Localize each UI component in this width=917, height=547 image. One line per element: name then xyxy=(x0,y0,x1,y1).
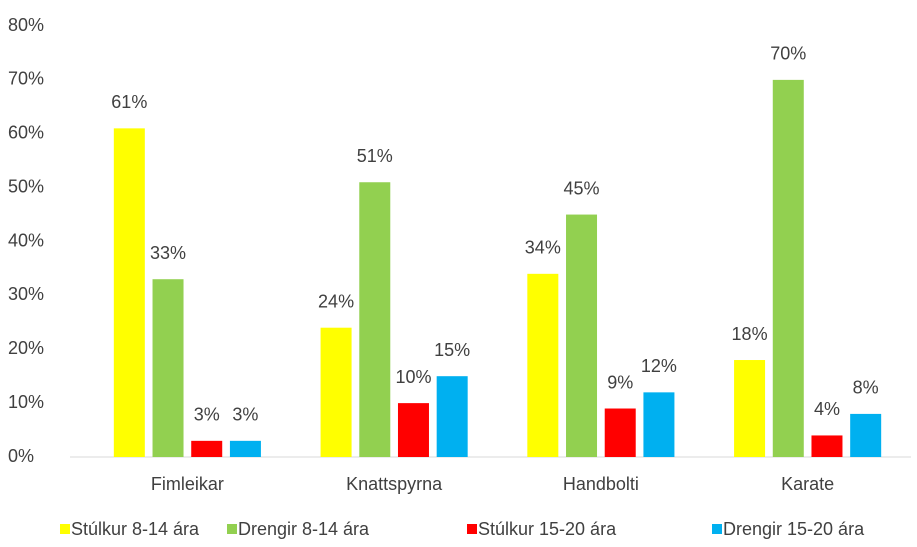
bar xyxy=(191,440,223,457)
data-label: 33% xyxy=(150,243,186,263)
data-label: 61% xyxy=(111,92,147,112)
bar xyxy=(850,413,882,457)
bar xyxy=(643,392,675,457)
bar xyxy=(604,408,636,457)
y-tick-label: 60% xyxy=(8,123,44,143)
data-label: 18% xyxy=(732,324,768,344)
x-tick-label: Knattspyrna xyxy=(346,474,443,494)
data-label: 34% xyxy=(525,238,561,258)
bar xyxy=(229,440,261,457)
bar xyxy=(566,214,598,457)
bar xyxy=(527,273,559,457)
legend-label: Drengir 8-14 ára xyxy=(238,519,370,539)
data-label: 15% xyxy=(434,340,470,360)
y-tick-label: 20% xyxy=(8,338,44,358)
data-label: 12% xyxy=(641,356,677,376)
data-label: 24% xyxy=(318,291,354,311)
x-tick-label: Karate xyxy=(781,474,834,494)
data-label: 10% xyxy=(395,367,431,387)
y-tick-label: 10% xyxy=(8,392,44,412)
data-label: 3% xyxy=(232,405,258,425)
bar xyxy=(811,435,843,457)
y-tick-label: 30% xyxy=(8,284,44,304)
legend-swatch xyxy=(227,524,237,534)
legend-swatch xyxy=(467,524,477,534)
bar xyxy=(734,360,766,457)
data-label: 3% xyxy=(194,405,220,425)
y-tick-label: 40% xyxy=(8,230,44,250)
bar xyxy=(320,327,352,457)
y-tick-label: 80% xyxy=(8,15,44,35)
x-tick-label: Handbolti xyxy=(563,474,639,494)
bar xyxy=(397,403,429,457)
data-label: 4% xyxy=(814,399,840,419)
data-label: 45% xyxy=(564,178,600,198)
y-tick-label: 0% xyxy=(8,446,34,466)
y-tick-label: 70% xyxy=(8,69,44,89)
bar xyxy=(113,128,145,458)
bar xyxy=(152,279,184,457)
legend-label: Stúlkur 8-14 ára xyxy=(71,519,200,539)
bar xyxy=(359,182,391,458)
data-label: 51% xyxy=(357,146,393,166)
x-tick-label: Fimleikar xyxy=(151,474,224,494)
bar xyxy=(436,376,468,457)
legend-swatch xyxy=(712,524,722,534)
legend-label: Drengir 15-20 ára xyxy=(723,519,865,539)
data-label: 8% xyxy=(853,378,879,398)
bar xyxy=(772,79,804,457)
data-label: 70% xyxy=(770,44,806,64)
legend-label: Stúlkur 15-20 ára xyxy=(478,519,617,539)
data-label: 9% xyxy=(607,372,633,392)
legend-swatch xyxy=(60,524,70,534)
y-tick-label: 50% xyxy=(8,176,44,196)
